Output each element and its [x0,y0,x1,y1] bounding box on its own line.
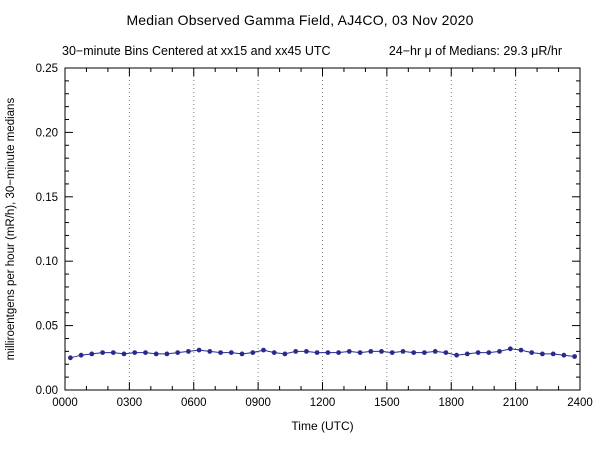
median-points [68,346,577,361]
svg-text:2400: 2400 [567,397,593,409]
subtitle-mean-stat: 24−hr μ of Medians: 29.3 μR/hr [388,44,562,58]
svg-text:0900: 0900 [245,397,271,409]
svg-text:1500: 1500 [374,397,400,409]
svg-text:0.00: 0.00 [36,385,58,397]
axis-ticks [64,67,581,391]
svg-text:0.20: 0.20 [36,127,58,139]
svg-text:0.05: 0.05 [36,321,58,333]
svg-text:0300: 0300 [117,397,143,409]
svg-text:0.10: 0.10 [36,256,58,268]
y-axis-label: milliroentgens per hour (mR/h), 30−minut… [5,98,17,361]
svg-text:1200: 1200 [310,397,336,409]
svg-text:0000: 0000 [52,397,78,409]
chart-subtitle: 30−minute Bins Centered at xx15 and xx45… [0,28,600,58]
svg-text:1800: 1800 [438,397,464,409]
svg-text:0600: 0600 [181,397,207,409]
gridlines [128,68,517,390]
gamma-field-plot: 0000 0300 0600 0900 1200 1500 1800 2100 2400 0.00… [5,63,593,433]
svg-text:2100: 2100 [503,397,529,409]
svg-text:0.25: 0.25 [36,63,58,75]
chart-title: Median Observed Gamma Field, AJ4CO, 03 N… [126,12,474,28]
subtitle-bins-note: 30−minute Bins Centered at xx15 and xx45… [62,44,331,58]
svg-text:0.15: 0.15 [36,192,58,204]
x-axis-label: Time (UTC) [291,419,353,433]
tick-labels: 0000 0300 0600 0900 1200 1500 1800 2100 2400 0.00… [36,63,593,409]
